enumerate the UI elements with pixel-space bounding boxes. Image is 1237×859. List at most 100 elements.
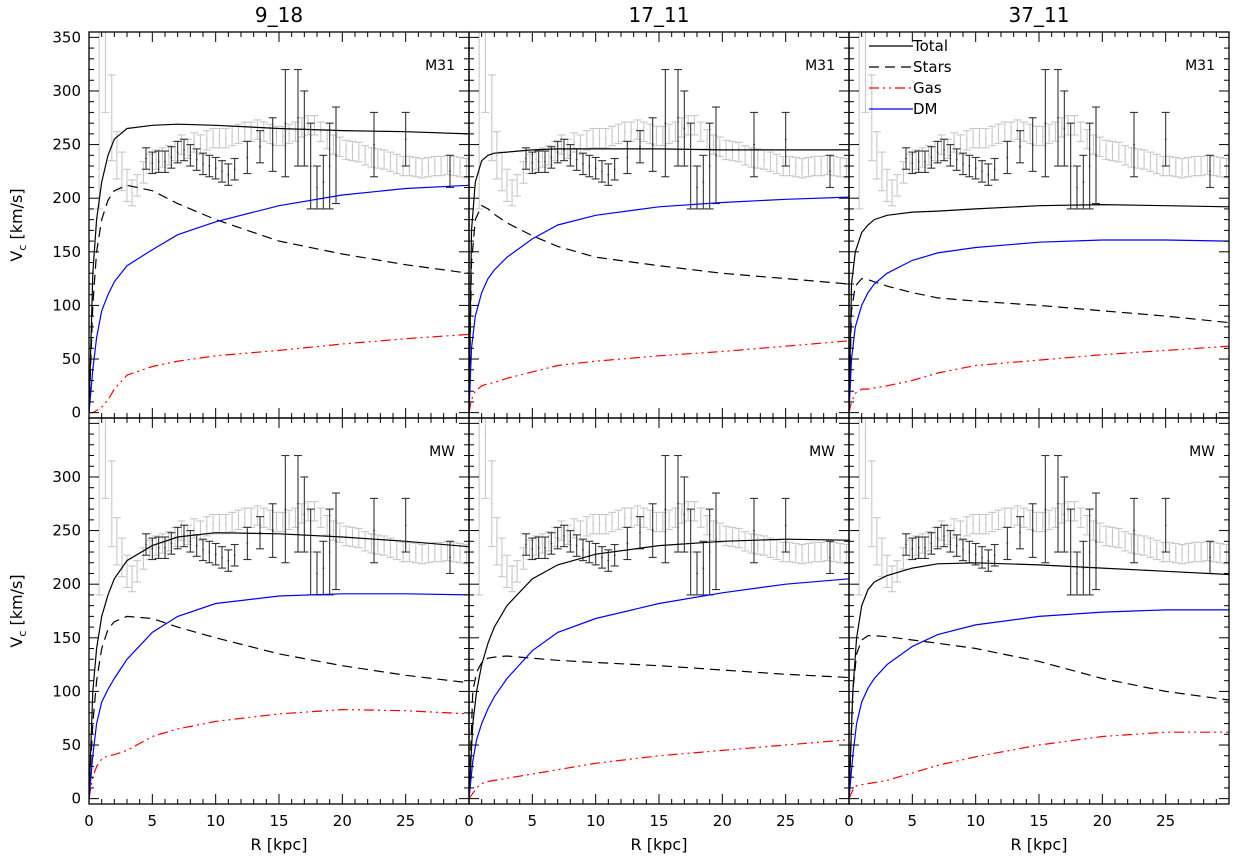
observation-point bbox=[459, 552, 462, 554]
observation-point bbox=[389, 160, 392, 163]
y-tick-label: 150 bbox=[52, 243, 81, 261]
observation-point bbox=[307, 510, 310, 513]
observation-point bbox=[231, 521, 234, 523]
y-axis-title-main: V bbox=[7, 637, 26, 648]
observation-point bbox=[148, 162, 151, 165]
observation-point bbox=[924, 160, 926, 163]
y-tick-label: 200 bbox=[52, 575, 81, 593]
observation-point bbox=[414, 166, 417, 169]
y-tick-label: 100 bbox=[52, 296, 81, 314]
observation-point bbox=[1219, 166, 1222, 169]
observation-point bbox=[148, 548, 151, 551]
observation-point bbox=[896, 184, 899, 187]
observation-point bbox=[395, 548, 398, 551]
observation-point bbox=[233, 168, 236, 171]
observation-point bbox=[655, 521, 658, 523]
observation-point bbox=[902, 557, 905, 560]
observation-point bbox=[993, 554, 996, 557]
observation-point bbox=[516, 184, 519, 187]
observation-point bbox=[601, 170, 603, 173]
observation-point bbox=[864, 47, 867, 49]
panel-0-0: M31 0 50 100 150 200 250 300 350 Vc [km/s] bbox=[7, 28, 470, 422]
observation-point bbox=[1105, 149, 1108, 151]
series-stars-line bbox=[849, 635, 1229, 799]
observation-point bbox=[775, 548, 778, 551]
observation-point bbox=[490, 116, 493, 119]
observation-point bbox=[142, 557, 145, 560]
panel-plot-area bbox=[89, 32, 469, 414]
observation-points-black bbox=[902, 454, 1214, 596]
observation-point bbox=[585, 139, 588, 142]
observation-point bbox=[661, 135, 664, 137]
observation-point bbox=[598, 523, 601, 526]
observation-points-black bbox=[522, 68, 834, 210]
observation-point bbox=[737, 151, 740, 153]
observation-point bbox=[668, 132, 671, 135]
observation-point bbox=[214, 167, 217, 170]
observation-point bbox=[1054, 130, 1057, 133]
panel-plot-area bbox=[89, 418, 469, 799]
observation-point bbox=[1187, 552, 1190, 554]
observation-point bbox=[826, 550, 829, 552]
observation-point bbox=[288, 518, 291, 521]
observation-point bbox=[126, 570, 128, 573]
observation-point bbox=[297, 116, 299, 119]
y-axis-title-sub: c bbox=[16, 245, 29, 251]
observation-point bbox=[259, 145, 261, 148]
observation-point bbox=[1193, 551, 1196, 553]
observation-point bbox=[1069, 551, 1072, 553]
observation-point bbox=[326, 524, 329, 527]
observation-point bbox=[231, 135, 234, 137]
observation-point bbox=[155, 544, 158, 547]
observation-point bbox=[167, 154, 170, 157]
series-stars-line bbox=[469, 655, 849, 799]
observation-point bbox=[1225, 553, 1228, 556]
observation-point bbox=[345, 535, 348, 537]
observation-point bbox=[1003, 130, 1006, 133]
observation-point bbox=[271, 529, 274, 532]
observation-point bbox=[680, 126, 683, 129]
observation-point bbox=[522, 171, 525, 174]
observation-point bbox=[611, 521, 614, 523]
observation-point bbox=[655, 135, 658, 137]
y-tick-label: 50 bbox=[62, 736, 81, 754]
series-gas-line bbox=[469, 340, 849, 413]
panel-label: MW bbox=[429, 444, 455, 460]
observation-point bbox=[484, 47, 487, 49]
observation-point bbox=[696, 572, 698, 575]
observation-point bbox=[630, 130, 633, 133]
observation-point bbox=[161, 542, 164, 545]
y-axis-title-main: V bbox=[7, 251, 26, 262]
observation-point bbox=[588, 551, 591, 553]
observation-point bbox=[275, 521, 278, 523]
panel-plot-area bbox=[469, 32, 849, 413]
observation-points-gray bbox=[855, 418, 1229, 596]
observation-point bbox=[699, 130, 702, 133]
observation-point bbox=[598, 137, 601, 140]
observation-point bbox=[905, 543, 907, 546]
observation-point bbox=[908, 548, 911, 551]
observation-point bbox=[1041, 521, 1044, 523]
observation-point bbox=[145, 543, 147, 546]
observation-point bbox=[243, 516, 246, 519]
series-total-line bbox=[849, 203, 1229, 413]
observation-point bbox=[550, 542, 553, 545]
observation-point bbox=[674, 130, 677, 133]
observation-point bbox=[1149, 546, 1152, 549]
observation-point bbox=[370, 156, 373, 159]
x-tick-label: 25 bbox=[1156, 812, 1175, 830]
observation-point bbox=[303, 513, 306, 516]
observation-point bbox=[516, 570, 519, 573]
observation-point bbox=[962, 162, 964, 165]
observation-point bbox=[151, 547, 154, 550]
observation-point bbox=[1206, 164, 1209, 166]
observation-point bbox=[642, 516, 645, 519]
observation-point bbox=[1200, 551, 1203, 553]
observation-point bbox=[449, 170, 451, 173]
observation-point bbox=[677, 502, 679, 505]
observation-point bbox=[1048, 132, 1051, 135]
observation-point bbox=[316, 186, 318, 189]
observation-point bbox=[1067, 124, 1070, 127]
observation-point bbox=[414, 552, 417, 554]
observation-point bbox=[501, 170, 503, 173]
